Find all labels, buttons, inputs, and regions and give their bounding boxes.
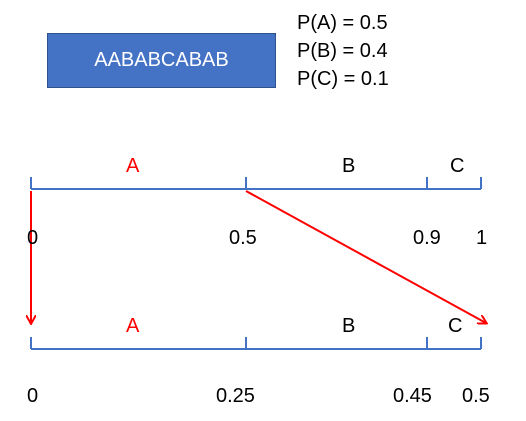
probability-b: P(B) = 0.4 — [297, 40, 388, 62]
top-tick-label-0: 0 — [27, 227, 39, 249]
sequence-text: AABABCABAB — [94, 49, 229, 71]
bottom-tick-label-045: 0.45 — [393, 385, 432, 407]
top-tick-label-05: 0.5 — [229, 227, 257, 249]
top-tick-label-09: 0.9 — [413, 227, 441, 249]
bottom-segment-a-label: A — [126, 315, 140, 337]
probability-a: P(A) = 0.5 — [297, 12, 388, 34]
zoom-arrow-right — [245, 190, 486, 323]
bottom-tick-label-05: 0.5 — [462, 385, 490, 407]
bottom-segment-b-label: B — [342, 315, 356, 337]
probability-c: P(C) = 0.1 — [297, 68, 389, 90]
bottom-segment-c-label: C — [448, 315, 463, 337]
top-segment-a-label: A — [126, 155, 140, 177]
top-segment-b-label: B — [342, 155, 356, 177]
top-tick-label-1: 1 — [476, 227, 488, 249]
sequence-box: AABABCABAB — [47, 33, 276, 88]
top-segment-c-label: C — [450, 155, 465, 177]
bottom-tick-label-025: 0.25 — [216, 385, 255, 407]
bottom-tick-label-0: 0 — [27, 385, 39, 407]
